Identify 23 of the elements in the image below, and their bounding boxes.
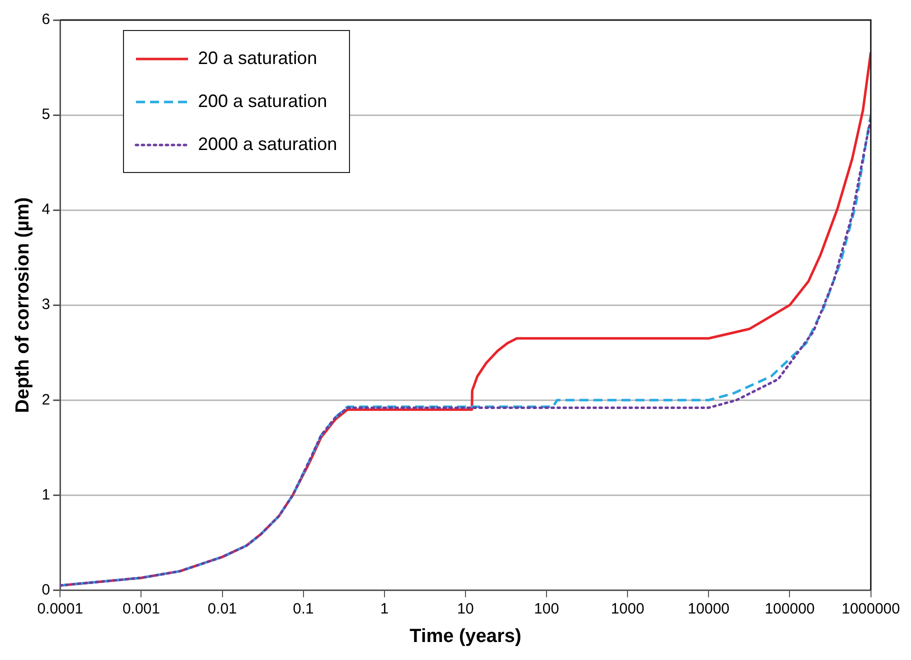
x-tick-label: 0.0001	[37, 600, 84, 618]
legend-label: 2000 a saturation	[198, 134, 338, 155]
y-tick-label: 0	[42, 581, 50, 598]
y-tick-label: 4	[42, 201, 50, 218]
x-tick-label: 0.001	[122, 600, 160, 618]
y-tick-label: 1	[42, 486, 50, 504]
x-tick-label: 1	[380, 600, 389, 618]
x-tick-label: 10	[457, 600, 474, 618]
x-tick-label: 1000000	[842, 600, 900, 618]
legend-label: 20 a saturation	[198, 48, 318, 69]
x-axis-title: Time (years)	[410, 626, 522, 647]
x-tick-label: 100000	[764, 600, 815, 618]
x-tick-label: 0.1	[292, 600, 314, 618]
y-tick-label: 6	[42, 11, 50, 28]
y-tick-label: 3	[42, 296, 50, 314]
x-tick-label: 0.01	[208, 600, 237, 618]
y-axis-title: Depth of corrosion (µm)	[12, 197, 34, 413]
y-tick-label: 5	[42, 106, 50, 124]
x-tick-label: 1000	[610, 600, 644, 618]
x-tick-label: 10000	[688, 600, 730, 618]
x-tick-label: 100	[534, 600, 560, 618]
legend-label: 200 a saturation	[198, 91, 328, 112]
y-tick-label: 2	[42, 391, 50, 408]
